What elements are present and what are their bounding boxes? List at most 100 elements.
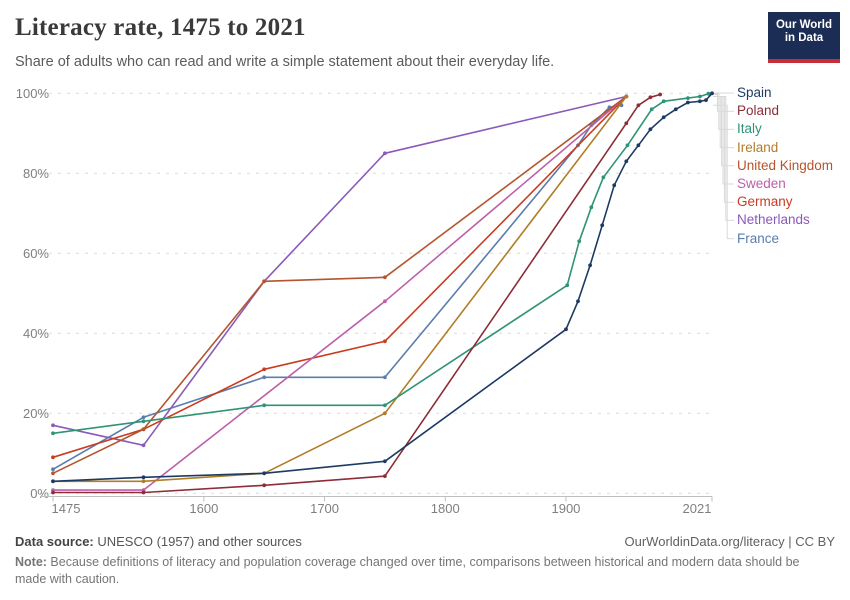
data-point bbox=[141, 427, 146, 432]
data-point bbox=[51, 431, 55, 436]
legend-item-ireland[interactable]: Ireland bbox=[737, 139, 779, 155]
source-link[interactable]: OurWorldinData.org/literacy | CC BY bbox=[624, 534, 835, 549]
data-point bbox=[661, 99, 666, 104]
data-point bbox=[51, 467, 55, 472]
series-france[interactable] bbox=[51, 103, 624, 472]
y-tick-label: 40% bbox=[23, 326, 49, 341]
data-point bbox=[600, 223, 605, 228]
data-point bbox=[710, 91, 714, 96]
data-point bbox=[262, 375, 267, 380]
data-source-label: Data source: bbox=[15, 534, 94, 549]
data-point bbox=[383, 339, 387, 344]
legend-item-netherlands[interactable]: Netherlands bbox=[737, 212, 810, 228]
chart-subtitle: Share of adults who can read and write a… bbox=[15, 54, 555, 70]
series-italy[interactable] bbox=[51, 91, 711, 436]
x-tick-label: 1600 bbox=[189, 501, 218, 516]
data-point bbox=[612, 183, 617, 188]
data-point bbox=[383, 299, 387, 304]
data-point bbox=[262, 403, 267, 408]
data-point bbox=[262, 367, 267, 372]
note-text: Because definitions of literacy and popu… bbox=[15, 555, 800, 586]
chart-footer: Data source: UNESCO (1957) and other sou… bbox=[15, 534, 835, 549]
data-point bbox=[588, 263, 592, 268]
data-point bbox=[686, 96, 690, 100]
legend-connector bbox=[713, 96, 734, 221]
data-point bbox=[141, 443, 146, 448]
data-point bbox=[648, 95, 653, 100]
y-tick-label: 20% bbox=[23, 406, 49, 421]
data-point bbox=[383, 459, 387, 464]
data-point bbox=[649, 107, 654, 112]
data-point bbox=[383, 411, 387, 416]
data-point bbox=[383, 403, 387, 408]
x-tick-label: 1700 bbox=[310, 501, 339, 516]
chart-note: Note: Because definitions of literacy an… bbox=[15, 554, 823, 588]
data-point bbox=[576, 299, 580, 304]
data-point bbox=[624, 121, 629, 126]
y-tick-label: 60% bbox=[23, 246, 49, 261]
data-point bbox=[601, 175, 606, 180]
data-point bbox=[625, 143, 630, 148]
data-point bbox=[383, 474, 387, 478]
data-point bbox=[698, 94, 702, 99]
data-point bbox=[706, 91, 711, 96]
data-point bbox=[51, 479, 55, 484]
legend-connector bbox=[713, 96, 734, 185]
data-point bbox=[383, 375, 387, 380]
data-point bbox=[141, 490, 146, 495]
owid-logo-line1: Our World bbox=[775, 19, 832, 31]
data-point bbox=[564, 327, 568, 332]
data-point bbox=[141, 419, 146, 424]
data-point bbox=[577, 239, 582, 244]
data-point bbox=[565, 283, 570, 288]
data-point bbox=[636, 103, 641, 108]
legend-item-poland[interactable]: Poland bbox=[737, 103, 780, 119]
x-tick-label: 1900 bbox=[551, 501, 580, 516]
x-tick-label: 1800 bbox=[431, 501, 460, 516]
data-point bbox=[589, 205, 594, 210]
data-point bbox=[141, 475, 146, 480]
data-point bbox=[51, 471, 55, 476]
legend-item-united-kingdom[interactable]: United Kingdom bbox=[737, 157, 834, 173]
data-point bbox=[383, 275, 387, 280]
data-point bbox=[262, 471, 267, 476]
owid-logo-line2: in Data bbox=[784, 32, 824, 44]
data-point bbox=[262, 483, 267, 488]
page-title: Literacy rate, 1475 to 2021 bbox=[15, 14, 306, 41]
data-point bbox=[658, 92, 662, 97]
owid-logo-redbar bbox=[768, 59, 840, 63]
legend-item-france[interactable]: France bbox=[737, 230, 780, 246]
data-point bbox=[262, 279, 267, 284]
series-united-kingdom[interactable] bbox=[51, 94, 629, 476]
legend-item-spain[interactable]: Spain bbox=[737, 85, 772, 100]
legend-item-italy[interactable]: Italy bbox=[737, 121, 762, 137]
data-point bbox=[141, 479, 146, 484]
x-tick-label: 2021 bbox=[683, 501, 712, 516]
series-netherlands[interactable] bbox=[51, 94, 629, 448]
owid-logo[interactable]: Our World in Data bbox=[768, 12, 840, 63]
data-point bbox=[141, 415, 146, 420]
y-tick-label: 100% bbox=[16, 86, 50, 101]
legend-item-germany[interactable]: Germany bbox=[737, 194, 793, 210]
data-point bbox=[704, 98, 708, 102]
series-poland[interactable] bbox=[51, 92, 662, 495]
series-ireland[interactable] bbox=[51, 94, 629, 484]
data-point bbox=[698, 99, 702, 104]
data-point bbox=[51, 423, 55, 428]
data-point bbox=[51, 455, 55, 460]
legend-item-sweden[interactable]: Sweden bbox=[737, 176, 786, 191]
data-source: Data source: UNESCO (1957) and other sou… bbox=[15, 534, 302, 549]
data-point bbox=[383, 151, 387, 156]
x-tick-label: 1475 bbox=[52, 501, 81, 516]
legend-connector bbox=[713, 104, 734, 240]
y-tick-label: 0% bbox=[30, 486, 49, 501]
series-spain[interactable] bbox=[51, 91, 714, 484]
data-point bbox=[624, 159, 629, 164]
data-point bbox=[661, 115, 666, 120]
legend-connector bbox=[713, 93, 734, 130]
data-point bbox=[624, 94, 629, 99]
data-point bbox=[648, 127, 653, 132]
data-source-text: UNESCO (1957) and other sources bbox=[93, 534, 302, 549]
